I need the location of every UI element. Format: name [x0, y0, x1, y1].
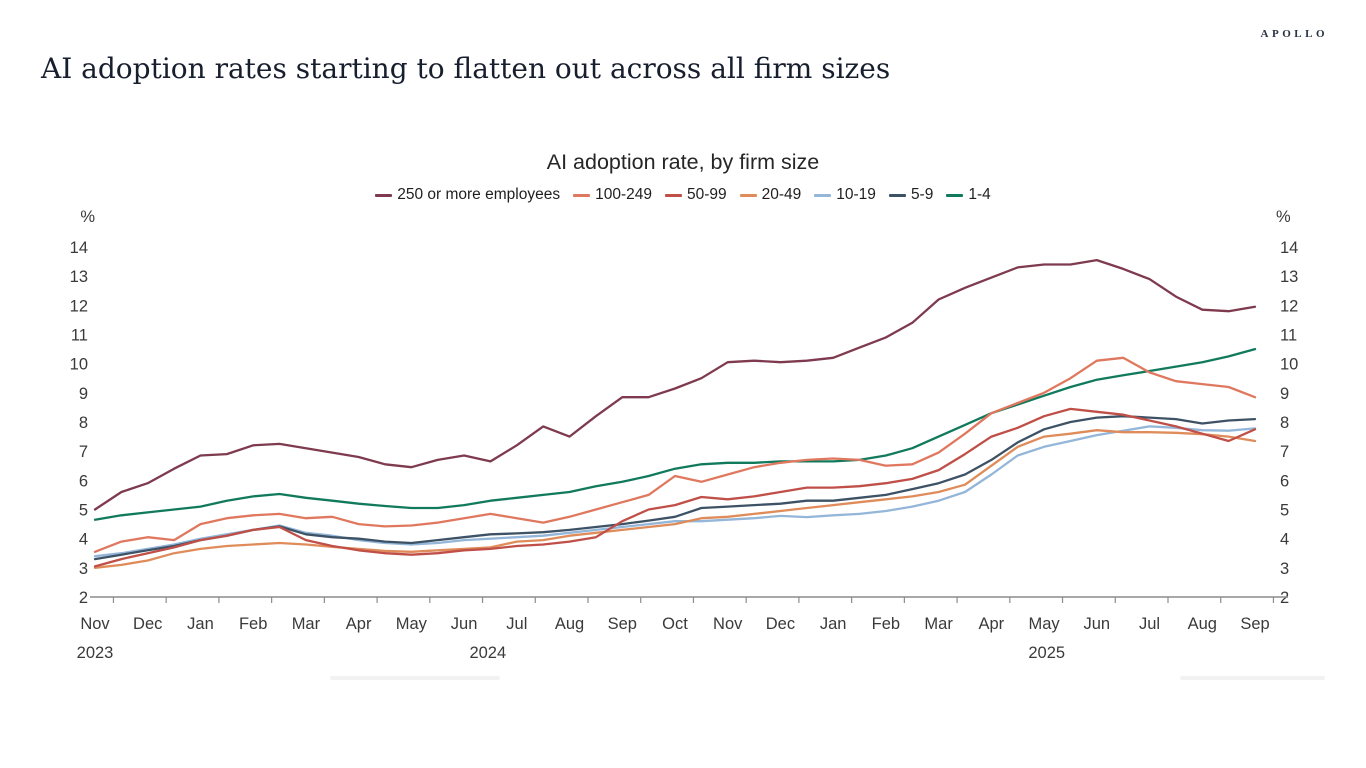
series-line-20-49 [93, 429, 1257, 569]
y-axis-unit-right: % [1276, 208, 1291, 226]
legend-label: 5-9 [910, 186, 934, 203]
legend-item-3: 20-49 [739, 186, 802, 204]
x-axis-year-label: 2025 [1028, 644, 1065, 662]
x-axis-month-label: Feb [239, 615, 267, 633]
x-axis-month-label: Aug [1188, 615, 1217, 633]
x-axis-month-label: Apr [346, 615, 372, 633]
x-axis-month-label: Dec [766, 615, 795, 633]
series-line-10-19 [93, 425, 1257, 558]
y-axis-label-right: 8 [1280, 414, 1289, 432]
x-axis-year-label: 2023 [77, 644, 114, 662]
legend-swatch-icon [888, 193, 906, 197]
x-axis-month-label: Nov [713, 615, 743, 633]
x-axis-month-label: Nov [80, 615, 110, 633]
x-axis-month-label: Dec [133, 615, 162, 633]
x-axis-month-label: Jun [1084, 615, 1111, 633]
y-axis-label-right: 9 [1280, 385, 1289, 403]
x-axis-month-label: Feb [872, 615, 900, 633]
y-axis-unit-left: % [80, 208, 95, 226]
y-axis-label-right: 11 [1280, 326, 1297, 344]
y-axis-label-right: 4 [1280, 531, 1289, 549]
legend-label: 50-99 [686, 186, 727, 203]
series-line-250-or-more-employees [93, 258, 1257, 511]
y-axis-label-left: 3 [79, 560, 88, 578]
y-axis-label-right: 13 [1280, 268, 1298, 286]
y-axis-label-left: 13 [70, 268, 88, 286]
x-axis-month-label: Jun [451, 615, 478, 633]
y-axis-label-left: 4 [79, 531, 88, 549]
x-axis-month-label: Jul [1139, 615, 1160, 633]
x-axis-month-label: Aug [555, 615, 584, 633]
x-axis-month-label: Jan [187, 615, 214, 633]
y-axis-label-right: 3 [1280, 560, 1289, 578]
x-axis-year-label: 2024 [469, 644, 506, 662]
y-axis-label-right: 7 [1280, 443, 1289, 461]
legend-item-2: 50-99 [664, 186, 727, 204]
y-axis-label-right: 6 [1280, 472, 1289, 490]
x-axis-month-label: Sep [1240, 615, 1269, 633]
legend-label: 10-19 [836, 186, 876, 203]
legend-label: 250 or more employees [397, 186, 561, 203]
y-axis-label-right: 5 [1280, 501, 1289, 519]
legend-swatch-icon [375, 193, 393, 197]
y-axis-label-left: 8 [79, 414, 88, 432]
y-axis-label-left: 12 [70, 297, 88, 315]
legend-swatch-icon [946, 193, 964, 197]
legend-item-4: 10-19 [814, 186, 876, 204]
x-axis-month-label: May [396, 615, 428, 633]
y-axis-label-left: 5 [79, 501, 88, 519]
legend-item-5: 5-9 [888, 186, 934, 204]
x-axis-month-label: Oct [662, 615, 688, 633]
series-line-100-249 [93, 356, 1257, 553]
footnote-smudge-right [1180, 676, 1325, 680]
brand-wordmark: APOLLO [1260, 28, 1328, 40]
footnote-smudge-left [330, 676, 500, 680]
legend-label: 1-4 [968, 186, 991, 203]
y-axis-label-right: 2 [1280, 589, 1289, 607]
y-axis-label-right: 12 [1280, 297, 1298, 315]
series-line-50-99 [93, 407, 1257, 568]
x-axis-month-label: Mar [292, 615, 321, 633]
y-axis-label-left: 6 [79, 472, 88, 490]
legend-label: 100-249 [595, 186, 652, 203]
x-axis-month-label: May [1029, 615, 1061, 633]
legend-swatch-icon [573, 193, 591, 197]
y-axis-label-left: 9 [79, 385, 88, 403]
page-title: AI adoption rates starting to flatten ou… [41, 52, 891, 85]
x-axis-month-label: Jan [820, 615, 847, 633]
x-axis-month-label: Apr [979, 615, 1005, 633]
legend-item-6: 1-4 [946, 186, 991, 204]
series-line-5-9 [93, 415, 1257, 561]
y-axis-label-right: 14 [1280, 239, 1298, 257]
y-axis-label-right: 10 [1280, 356, 1298, 374]
x-axis-month-label: Mar [924, 615, 953, 633]
series-line-1-4 [93, 347, 1257, 521]
y-axis-label-left: 2 [79, 589, 88, 607]
chart-title: AI adoption rate, by firm size [546, 150, 820, 174]
legend-swatch-icon [664, 193, 682, 197]
legend-item-1: 100-249 [573, 186, 652, 204]
y-axis-label-left: 7 [79, 443, 88, 461]
y-axis-label-left: 11 [71, 326, 88, 344]
x-axis-month-label: Jul [506, 615, 527, 633]
legend-swatch-icon [739, 193, 757, 197]
x-axis-month-label: Sep [608, 615, 637, 633]
legend-item-0: 250 or more employees [375, 186, 560, 204]
legend-swatch-icon [814, 193, 832, 197]
chart-legend: 250 or more employees 100-249 50-99 20-49 10… [0, 186, 1366, 204]
y-axis-label-left: 10 [70, 356, 88, 374]
legend-label: 20-49 [761, 186, 802, 203]
y-axis-label-left: 14 [70, 239, 88, 257]
